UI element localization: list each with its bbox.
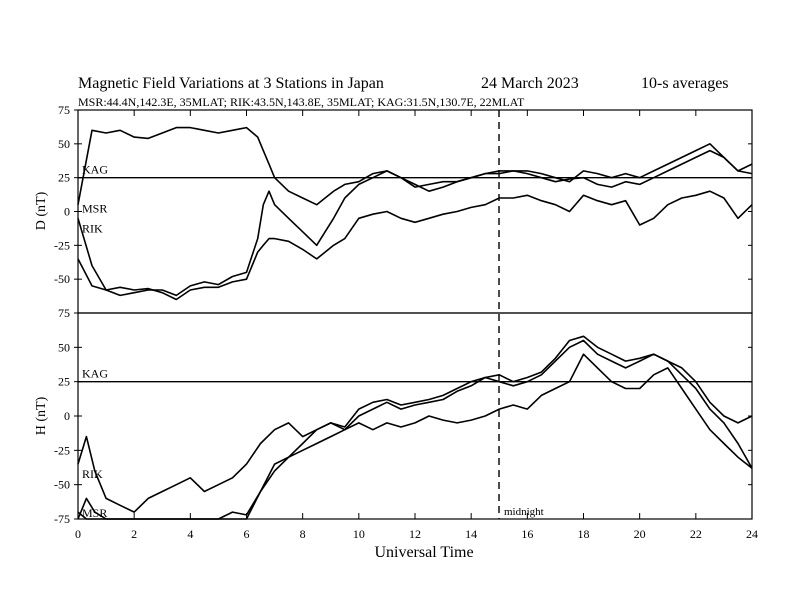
xtick-label: 22 xyxy=(690,527,702,541)
h-series-rik-line xyxy=(77,339,753,513)
d-ytick-label: -50 xyxy=(54,272,70,286)
d-label-rik: RIK xyxy=(82,221,103,235)
xtick-label: 0 xyxy=(75,527,81,541)
x-ticks: 0 2 4 6 8 10 12 14 16 18 20 22 24 xyxy=(75,110,758,541)
d-ytick-label: 50 xyxy=(58,137,70,151)
xtick-label: 24 xyxy=(746,527,758,541)
x-axis-label: Universal Time xyxy=(374,544,473,561)
xtick-label: 12 xyxy=(409,527,421,541)
d-panel: D (nT) -50 -25 0 25 50 75 KAG RIK MSR xyxy=(34,103,753,314)
xtick-label: 14 xyxy=(465,527,477,541)
h-station-labels: KAG RIK MSR xyxy=(82,367,108,520)
d-ytick-label: 25 xyxy=(58,171,70,185)
h-ytick-label: 25 xyxy=(58,375,70,389)
figure-averaging: 10-s averages xyxy=(641,75,729,92)
h-ytick-label: -75 xyxy=(54,512,70,526)
xtick-label: 6 xyxy=(244,527,250,541)
d-panel-frame xyxy=(77,109,753,314)
d-ytick-label: 75 xyxy=(58,103,70,117)
h-ytick-label: 75 xyxy=(58,306,70,320)
xtick-label: 2 xyxy=(131,527,137,541)
h-axis-label: H (nT) xyxy=(34,396,49,435)
h-series-msr-line xyxy=(77,335,753,520)
xtick-label: 16 xyxy=(521,527,533,541)
d-station-labels: KAG RIK MSR xyxy=(82,163,108,236)
xtick-label: 10 xyxy=(353,527,365,541)
d-series-msr-line xyxy=(77,126,753,206)
h-label-msr: MSR xyxy=(82,506,107,520)
xtick-label: 18 xyxy=(578,527,590,541)
d-ytick-label: -25 xyxy=(54,238,70,252)
h-y-ticks: -75 -50 -25 0 25 50 75 xyxy=(54,306,752,526)
figure-title: Magnetic Field Variations at 3 Stations … xyxy=(78,75,384,92)
h-ytick-label: 50 xyxy=(58,340,70,354)
figure-date: 24 March 2023 xyxy=(481,75,579,92)
d-axis-label: D (nT) xyxy=(34,191,49,230)
midnight-label: midnight xyxy=(504,506,544,518)
d-label-msr: MSR xyxy=(82,202,107,216)
d-y-ticks: -50 -25 0 25 50 75 xyxy=(54,103,752,286)
h-ytick-label: -50 xyxy=(54,478,70,492)
figure-stations-info: MSR:44.4N,142.3E, 35MLAT; RIK:43.5N,143.… xyxy=(78,95,525,109)
h-label-kag: KAG xyxy=(82,367,108,381)
xtick-label: 4 xyxy=(187,527,193,541)
h-panel-frame xyxy=(77,312,753,520)
xtick-label: 20 xyxy=(634,527,646,541)
d-series-group xyxy=(77,126,753,301)
h-series-kag-line xyxy=(77,353,753,520)
xtick-label: 8 xyxy=(300,527,306,541)
h-series-group xyxy=(77,335,753,520)
h-ytick-label: 0 xyxy=(64,409,70,423)
h-label-rik: RIK xyxy=(82,467,103,481)
d-label-kag: KAG xyxy=(82,163,108,177)
h-ytick-label: -25 xyxy=(54,443,70,457)
d-series-kag-line xyxy=(77,190,753,301)
d-ytick-label: 0 xyxy=(64,205,70,219)
